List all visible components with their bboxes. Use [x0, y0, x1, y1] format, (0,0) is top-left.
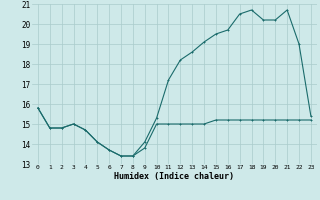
- X-axis label: Humidex (Indice chaleur): Humidex (Indice chaleur): [115, 172, 234, 181]
